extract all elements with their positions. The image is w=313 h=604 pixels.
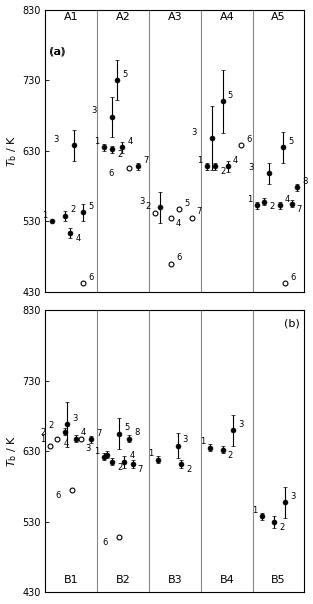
- Text: 2: 2: [48, 421, 54, 430]
- Y-axis label: $T_\mathrm{b}$ / K: $T_\mathrm{b}$ / K: [6, 435, 19, 467]
- Text: 3: 3: [290, 492, 295, 501]
- Text: 1: 1: [40, 435, 45, 445]
- Text: 3: 3: [238, 420, 244, 429]
- Text: 2: 2: [146, 202, 151, 211]
- Text: 5: 5: [122, 69, 127, 79]
- Text: 4: 4: [127, 137, 133, 146]
- Text: 8: 8: [302, 177, 307, 186]
- Text: 2: 2: [117, 463, 122, 472]
- Text: 1: 1: [94, 446, 99, 455]
- Text: 8: 8: [135, 428, 140, 437]
- Text: 3: 3: [53, 135, 59, 144]
- Text: A4: A4: [219, 12, 234, 22]
- Text: 6: 6: [102, 538, 107, 547]
- Text: B4: B4: [219, 576, 234, 585]
- Text: 6: 6: [109, 169, 114, 178]
- Y-axis label: $T_\mathrm{b}$ / K: $T_\mathrm{b}$ / K: [6, 135, 19, 167]
- Text: A2: A2: [116, 12, 131, 22]
- Text: 6: 6: [290, 273, 295, 282]
- Text: 6: 6: [88, 273, 93, 282]
- Text: 6: 6: [176, 253, 182, 262]
- Text: 3: 3: [191, 127, 197, 137]
- Text: 4: 4: [64, 440, 69, 449]
- Text: 3: 3: [72, 414, 78, 423]
- Text: 5: 5: [124, 423, 130, 432]
- Text: 3: 3: [183, 435, 188, 445]
- Text: B5: B5: [271, 576, 286, 585]
- Text: 3: 3: [248, 163, 254, 172]
- Text: 4: 4: [233, 156, 238, 165]
- Text: 2: 2: [117, 150, 122, 159]
- Text: 5: 5: [288, 137, 293, 146]
- Text: 1: 1: [247, 194, 252, 204]
- Text: 5: 5: [228, 91, 233, 100]
- Text: 6: 6: [246, 135, 252, 144]
- Text: A1: A1: [64, 12, 79, 22]
- Text: 2: 2: [228, 451, 233, 460]
- Text: 1: 1: [252, 506, 257, 515]
- Text: 4: 4: [285, 194, 290, 204]
- Text: 7: 7: [297, 205, 302, 213]
- Text: 5: 5: [184, 199, 190, 208]
- Text: 2: 2: [186, 465, 192, 474]
- Text: 1: 1: [94, 137, 99, 146]
- Text: A3: A3: [168, 12, 182, 22]
- Text: (a): (a): [49, 47, 65, 56]
- Text: (b): (b): [284, 319, 299, 329]
- Text: (a): (a): [50, 47, 66, 56]
- Text: 7: 7: [138, 465, 143, 474]
- Text: 2: 2: [269, 202, 275, 211]
- Text: B2: B2: [116, 576, 131, 585]
- Text: 3: 3: [140, 197, 145, 206]
- Text: 5: 5: [88, 202, 93, 211]
- Text: 1: 1: [42, 211, 47, 220]
- Text: B1: B1: [64, 576, 79, 585]
- Text: 2: 2: [40, 428, 45, 437]
- Text: 1: 1: [148, 449, 154, 458]
- Text: 7: 7: [143, 156, 148, 165]
- Text: 4: 4: [176, 219, 181, 228]
- Text: 7: 7: [96, 429, 102, 438]
- Text: 1: 1: [197, 156, 203, 165]
- Text: 2: 2: [221, 167, 226, 176]
- Text: 1: 1: [200, 437, 206, 446]
- Text: 4: 4: [129, 451, 135, 460]
- Text: 2: 2: [280, 522, 285, 532]
- Text: B3: B3: [168, 576, 182, 585]
- Text: 2: 2: [70, 205, 76, 214]
- Text: 4: 4: [75, 234, 81, 243]
- Text: 3: 3: [91, 106, 96, 115]
- Text: A5: A5: [271, 12, 286, 22]
- Text: 4: 4: [81, 428, 86, 437]
- Text: 3: 3: [86, 445, 91, 454]
- Text: 6: 6: [55, 491, 61, 500]
- Text: 7: 7: [197, 207, 202, 216]
